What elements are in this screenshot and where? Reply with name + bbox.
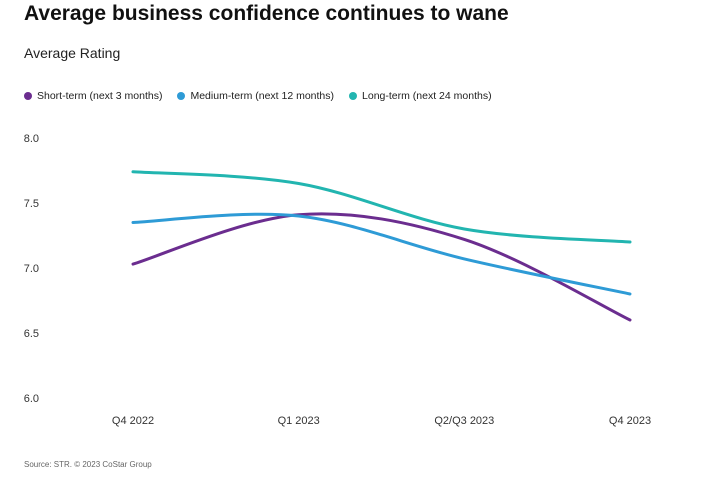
y-tick-label: 7.0 bbox=[24, 263, 39, 275]
legend-label-medium-term: Medium-term (next 12 months) bbox=[190, 90, 335, 102]
y-tick-label: 6.0 bbox=[24, 393, 39, 405]
source-note: Source: STR. © 2023 CoStar Group bbox=[24, 460, 152, 469]
legend-item-medium-term: Medium-term (next 12 months) bbox=[177, 90, 334, 102]
y-tick-label: 6.5 bbox=[24, 328, 39, 340]
legend-marker-medium-term bbox=[177, 92, 186, 100]
y-tick-label: 8.0 bbox=[24, 133, 39, 145]
x-tick-label: Q4 2023 bbox=[609, 415, 651, 427]
legend-marker-short-term bbox=[24, 92, 32, 100]
series-line-medium-term bbox=[131, 212, 632, 296]
y-tick-label: 7.5 bbox=[24, 198, 39, 210]
series-line-short-term bbox=[131, 212, 632, 322]
x-tick-label: Q1 2023 bbox=[278, 415, 320, 427]
chart-legend: Short-term (next 3 months) Medium-term (… bbox=[24, 90, 507, 102]
legend-label-short-term: Short-term (next 3 months) bbox=[37, 90, 163, 102]
chart-subtitle: Average Rating bbox=[24, 45, 121, 61]
x-tick-label: Q2/Q3 2023 bbox=[434, 415, 494, 427]
legend-item-short-term: Short-term (next 3 months) bbox=[24, 90, 162, 102]
chart-title: Average business confidence continues to… bbox=[24, 2, 509, 25]
legend-marker-long-term bbox=[349, 92, 358, 100]
x-tick-label: Q4 2022 bbox=[112, 415, 154, 427]
series-line-long-term bbox=[131, 170, 632, 244]
legend-label-long-term: Long-term (next 24 months) bbox=[362, 90, 492, 102]
legend-item-long-term: Long-term (next 24 months) bbox=[349, 90, 492, 102]
